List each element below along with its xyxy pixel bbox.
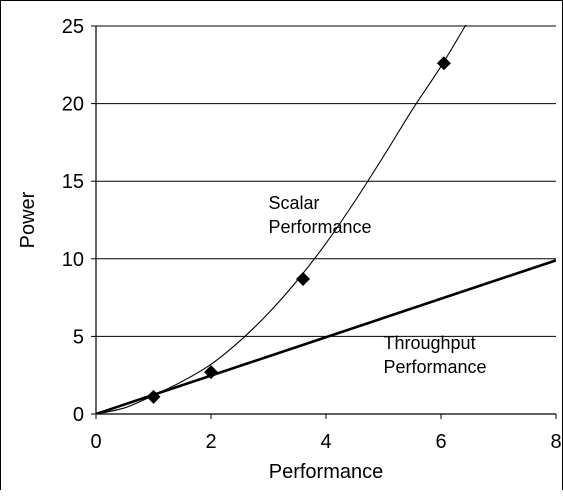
y-tick-label-20: 20	[62, 94, 84, 116]
y-axis-title: Power	[17, 191, 39, 248]
tick-labels: 0 5 10 15 20 25 0 2 4 6 8	[62, 16, 562, 453]
annotation-line-1-1: Performance	[384, 357, 487, 377]
data-point-marker-0-2	[296, 271, 310, 286]
series-line-0	[96, 25, 467, 414]
series-line-1	[96, 259, 556, 414]
x-axis-title: Performance	[269, 461, 384, 483]
x-tick-label-0: 0	[90, 431, 101, 453]
y-tick-label-0: 0	[73, 404, 84, 426]
annotation-0: Scalar Performance	[269, 193, 372, 237]
annotation-line-0-0: Scalar	[269, 193, 320, 213]
y-tick-label-10: 10	[62, 249, 84, 271]
annotation-1: Throughput Performance	[384, 333, 487, 377]
annotation-line-1-0: Throughput	[384, 333, 476, 353]
y-tick-label-5: 5	[73, 326, 84, 348]
y-tick-label-25: 25	[62, 16, 84, 38]
x-tick-label-6: 6	[435, 431, 446, 453]
data-point-marker-0-3	[436, 56, 451, 71]
gridlines	[96, 25, 556, 337]
series-layer	[96, 25, 556, 414]
annotation-line-0-1: Performance	[269, 217, 372, 237]
x-tick-label-8: 8	[550, 431, 561, 453]
y-tick-label-15: 15	[62, 171, 84, 193]
annotations-layer: Scalar Performance Throughput Performance	[269, 193, 487, 377]
x-tick-label-4: 4	[320, 431, 331, 453]
axes	[91, 25, 557, 419]
x-tick-label-2: 2	[205, 431, 216, 453]
